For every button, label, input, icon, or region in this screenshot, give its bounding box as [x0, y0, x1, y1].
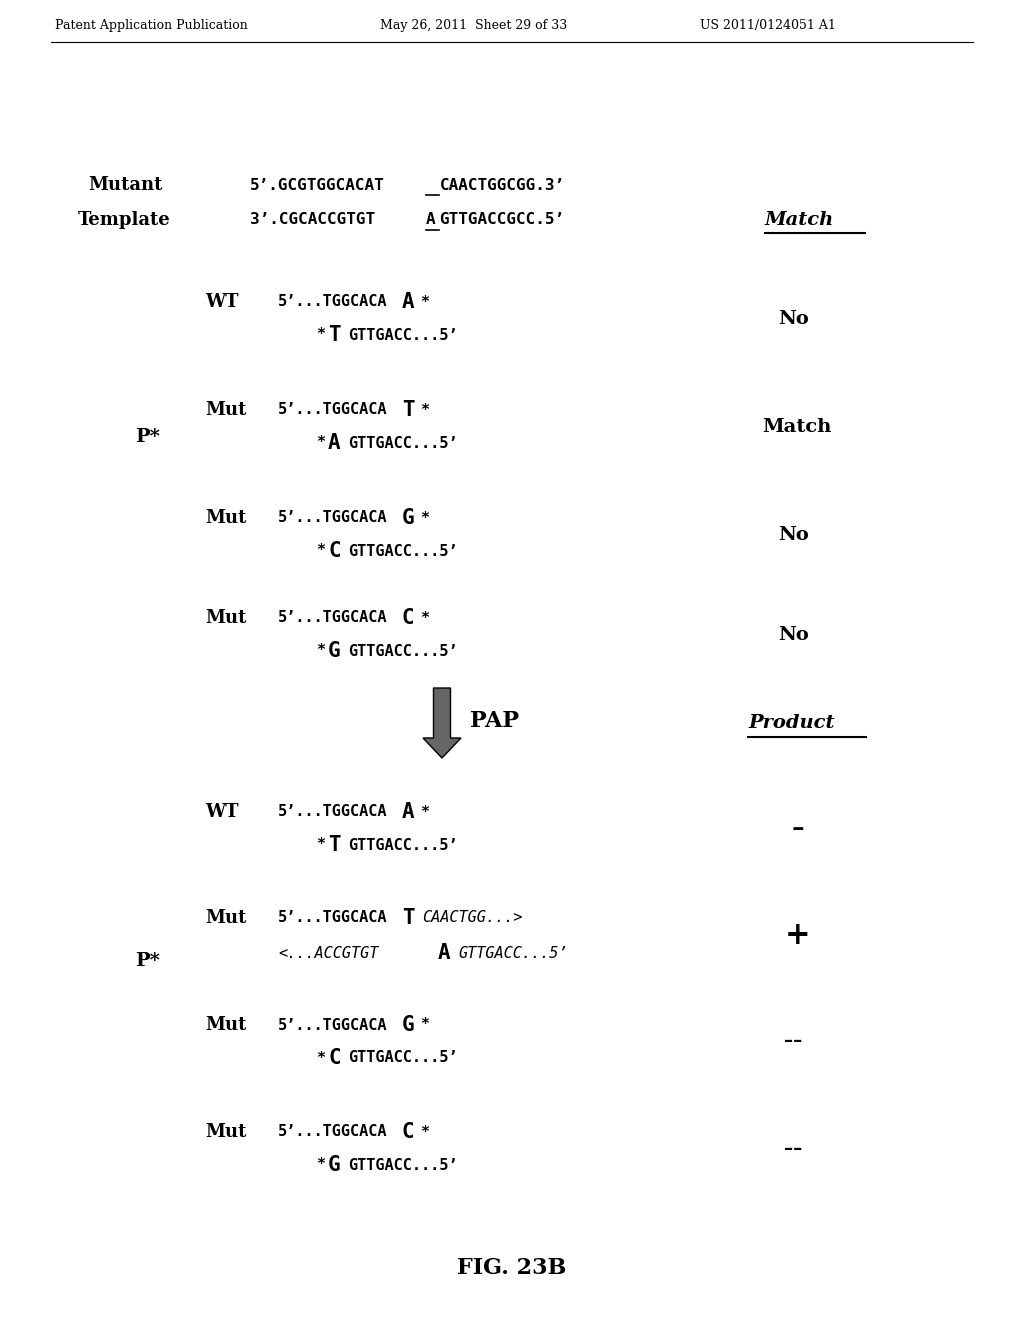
Text: *: * — [316, 1051, 326, 1065]
Text: G: G — [402, 508, 415, 528]
Text: 5’...TGGCACA: 5’...TGGCACA — [278, 804, 387, 820]
Text: US 2011/0124051 A1: US 2011/0124051 A1 — [700, 18, 836, 32]
Text: A: A — [438, 942, 451, 964]
Text: Mut: Mut — [205, 510, 247, 527]
Text: FIG. 23B: FIG. 23B — [458, 1257, 566, 1279]
Text: T: T — [402, 908, 415, 928]
Text: Product: Product — [748, 714, 835, 733]
Text: Mut: Mut — [205, 609, 247, 627]
Text: 5’...TGGCACA: 5’...TGGCACA — [278, 911, 387, 925]
Text: *: * — [316, 837, 326, 853]
Text: 5’...TGGCACA: 5’...TGGCACA — [278, 610, 387, 626]
Text: GTTGACC...5’: GTTGACC...5’ — [348, 1158, 458, 1172]
Text: *: * — [316, 644, 326, 659]
Text: 5’...TGGCACA: 5’...TGGCACA — [278, 1125, 387, 1139]
Text: 5’.GCGTGGCACAT: 5’.GCGTGGCACAT — [250, 177, 385, 193]
Text: WT: WT — [205, 293, 239, 312]
Text: Mut: Mut — [205, 401, 247, 418]
Text: Mut: Mut — [205, 1016, 247, 1034]
FancyArrow shape — [423, 688, 461, 758]
Text: *: * — [420, 610, 429, 626]
Text: Match: Match — [765, 211, 835, 228]
Text: Mut: Mut — [205, 1123, 247, 1140]
Text: Template: Template — [78, 211, 171, 228]
Text: A: A — [402, 292, 415, 312]
Text: T: T — [328, 325, 341, 345]
Text: PAP: PAP — [470, 710, 519, 733]
Text: –: – — [792, 817, 804, 841]
Text: WT: WT — [205, 803, 239, 821]
Text: P*: P* — [135, 428, 160, 446]
Text: 5’...TGGCACA: 5’...TGGCACA — [278, 294, 387, 309]
Text: C: C — [402, 609, 415, 628]
Text: *: * — [316, 327, 326, 342]
Text: No: No — [778, 309, 809, 327]
Text: T: T — [328, 836, 341, 855]
Text: P*: P* — [135, 952, 160, 969]
Text: G: G — [328, 1155, 341, 1175]
Text: *: * — [420, 1125, 429, 1139]
Text: A: A — [402, 803, 415, 822]
Text: GTTGACC...5’: GTTGACC...5’ — [458, 945, 567, 961]
Text: *: * — [420, 403, 429, 417]
Text: Match: Match — [762, 417, 831, 436]
Text: *: * — [316, 1158, 326, 1172]
Text: G: G — [328, 642, 341, 661]
Text: G: G — [402, 1015, 415, 1035]
Text: CAACTGGCGG.3’: CAACTGGCGG.3’ — [439, 177, 564, 193]
Text: *: * — [420, 804, 429, 820]
Text: *: * — [316, 436, 326, 450]
Text: +: + — [785, 920, 811, 950]
Text: CAACTGG...>: CAACTGG...> — [422, 911, 522, 925]
Text: *: * — [420, 294, 429, 309]
Text: C: C — [328, 1048, 341, 1068]
Text: A: A — [328, 433, 341, 453]
Text: *: * — [420, 511, 429, 525]
Text: 5’...TGGCACA: 5’...TGGCACA — [278, 1018, 387, 1032]
Text: ––: –– — [784, 1032, 802, 1051]
Text: *: * — [316, 544, 326, 558]
Text: GTTGACCGCC.5’: GTTGACCGCC.5’ — [439, 213, 564, 227]
Text: GTTGACC...5’: GTTGACC...5’ — [348, 837, 458, 853]
Text: A: A — [426, 213, 435, 227]
Text: T: T — [402, 400, 415, 420]
Text: GTTGACC...5’: GTTGACC...5’ — [348, 436, 458, 450]
Text: No: No — [778, 626, 809, 644]
Text: Patent Application Publication: Patent Application Publication — [55, 18, 248, 32]
Text: C: C — [328, 541, 341, 561]
Text: <...ACCGTGT: <...ACCGTGT — [278, 945, 379, 961]
Text: May 26, 2011  Sheet 29 of 33: May 26, 2011 Sheet 29 of 33 — [380, 18, 567, 32]
Text: GTTGACC...5’: GTTGACC...5’ — [348, 1051, 458, 1065]
Text: *: * — [420, 1018, 429, 1032]
Text: 5’...TGGCACA: 5’...TGGCACA — [278, 511, 387, 525]
Text: GTTGACC...5’: GTTGACC...5’ — [348, 544, 458, 558]
Text: GTTGACC...5’: GTTGACC...5’ — [348, 327, 458, 342]
Text: No: No — [778, 525, 809, 544]
Text: 3’.CGCACCGTGT: 3’.CGCACCGTGT — [250, 213, 375, 227]
Text: ––: –– — [784, 1139, 802, 1158]
Text: C: C — [402, 1122, 415, 1142]
Text: 5’...TGGCACA: 5’...TGGCACA — [278, 403, 387, 417]
Text: GTTGACC...5’: GTTGACC...5’ — [348, 644, 458, 659]
Text: Mut: Mut — [205, 909, 247, 927]
Text: Mutant: Mutant — [88, 176, 163, 194]
